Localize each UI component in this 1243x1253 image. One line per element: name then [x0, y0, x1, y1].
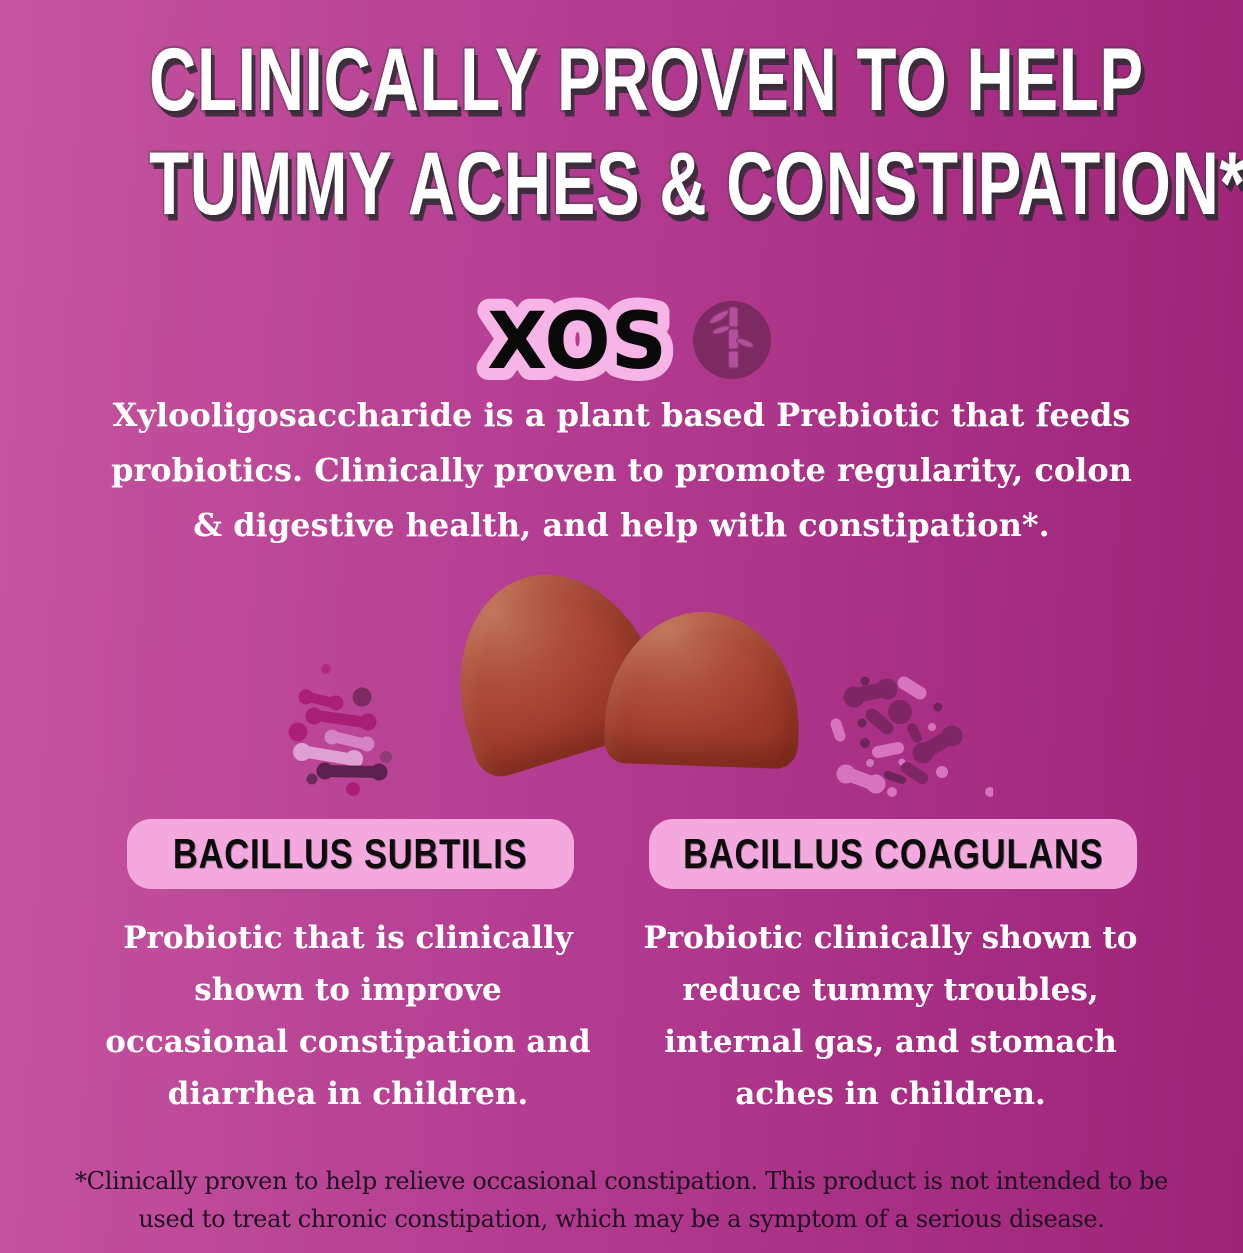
- xos-label: XOS: [487, 297, 667, 387]
- subtilis-description: Probiotic that is clinically shown to im…: [105, 920, 591, 1112]
- bacteria-cluster-right-icon: [830, 676, 993, 797]
- probiotic-badge-subtilis-label: BACILLUS SUBTILIS: [173, 830, 528, 877]
- disclaimer-text: *Clinically proven to help relieve occas…: [74, 1167, 1169, 1233]
- page-title: CLINICALLY PROVEN TO HELP TUMMY ACHES & …: [0, 28, 1243, 236]
- bamboo-icon: [692, 301, 771, 379]
- probiotic-badge-coagulans-label: BACILLUS COAGULANS: [682, 830, 1104, 877]
- probiotic-badge-coagulans: BACILLUS COAGULANS: [649, 819, 1137, 889]
- xos-badge: XOS: [475, 285, 679, 399]
- title-line-1: CLINICALLY PROVEN TO HELP: [149, 30, 1144, 130]
- title-line-2: TUMMY ACHES & CONSTIPATION*: [149, 134, 1243, 234]
- bacteria-cluster-left-icon: [288, 664, 392, 796]
- coagulans-description: Probiotic clinically shown to reduce tum…: [643, 920, 1138, 1112]
- xos-description: Xylooligosaccharide is a plant based Pre…: [111, 396, 1132, 544]
- xos-section: XOS: [0, 285, 1243, 399]
- probiotic-badge-subtilis: BACILLUS SUBTILIS: [127, 819, 574, 889]
